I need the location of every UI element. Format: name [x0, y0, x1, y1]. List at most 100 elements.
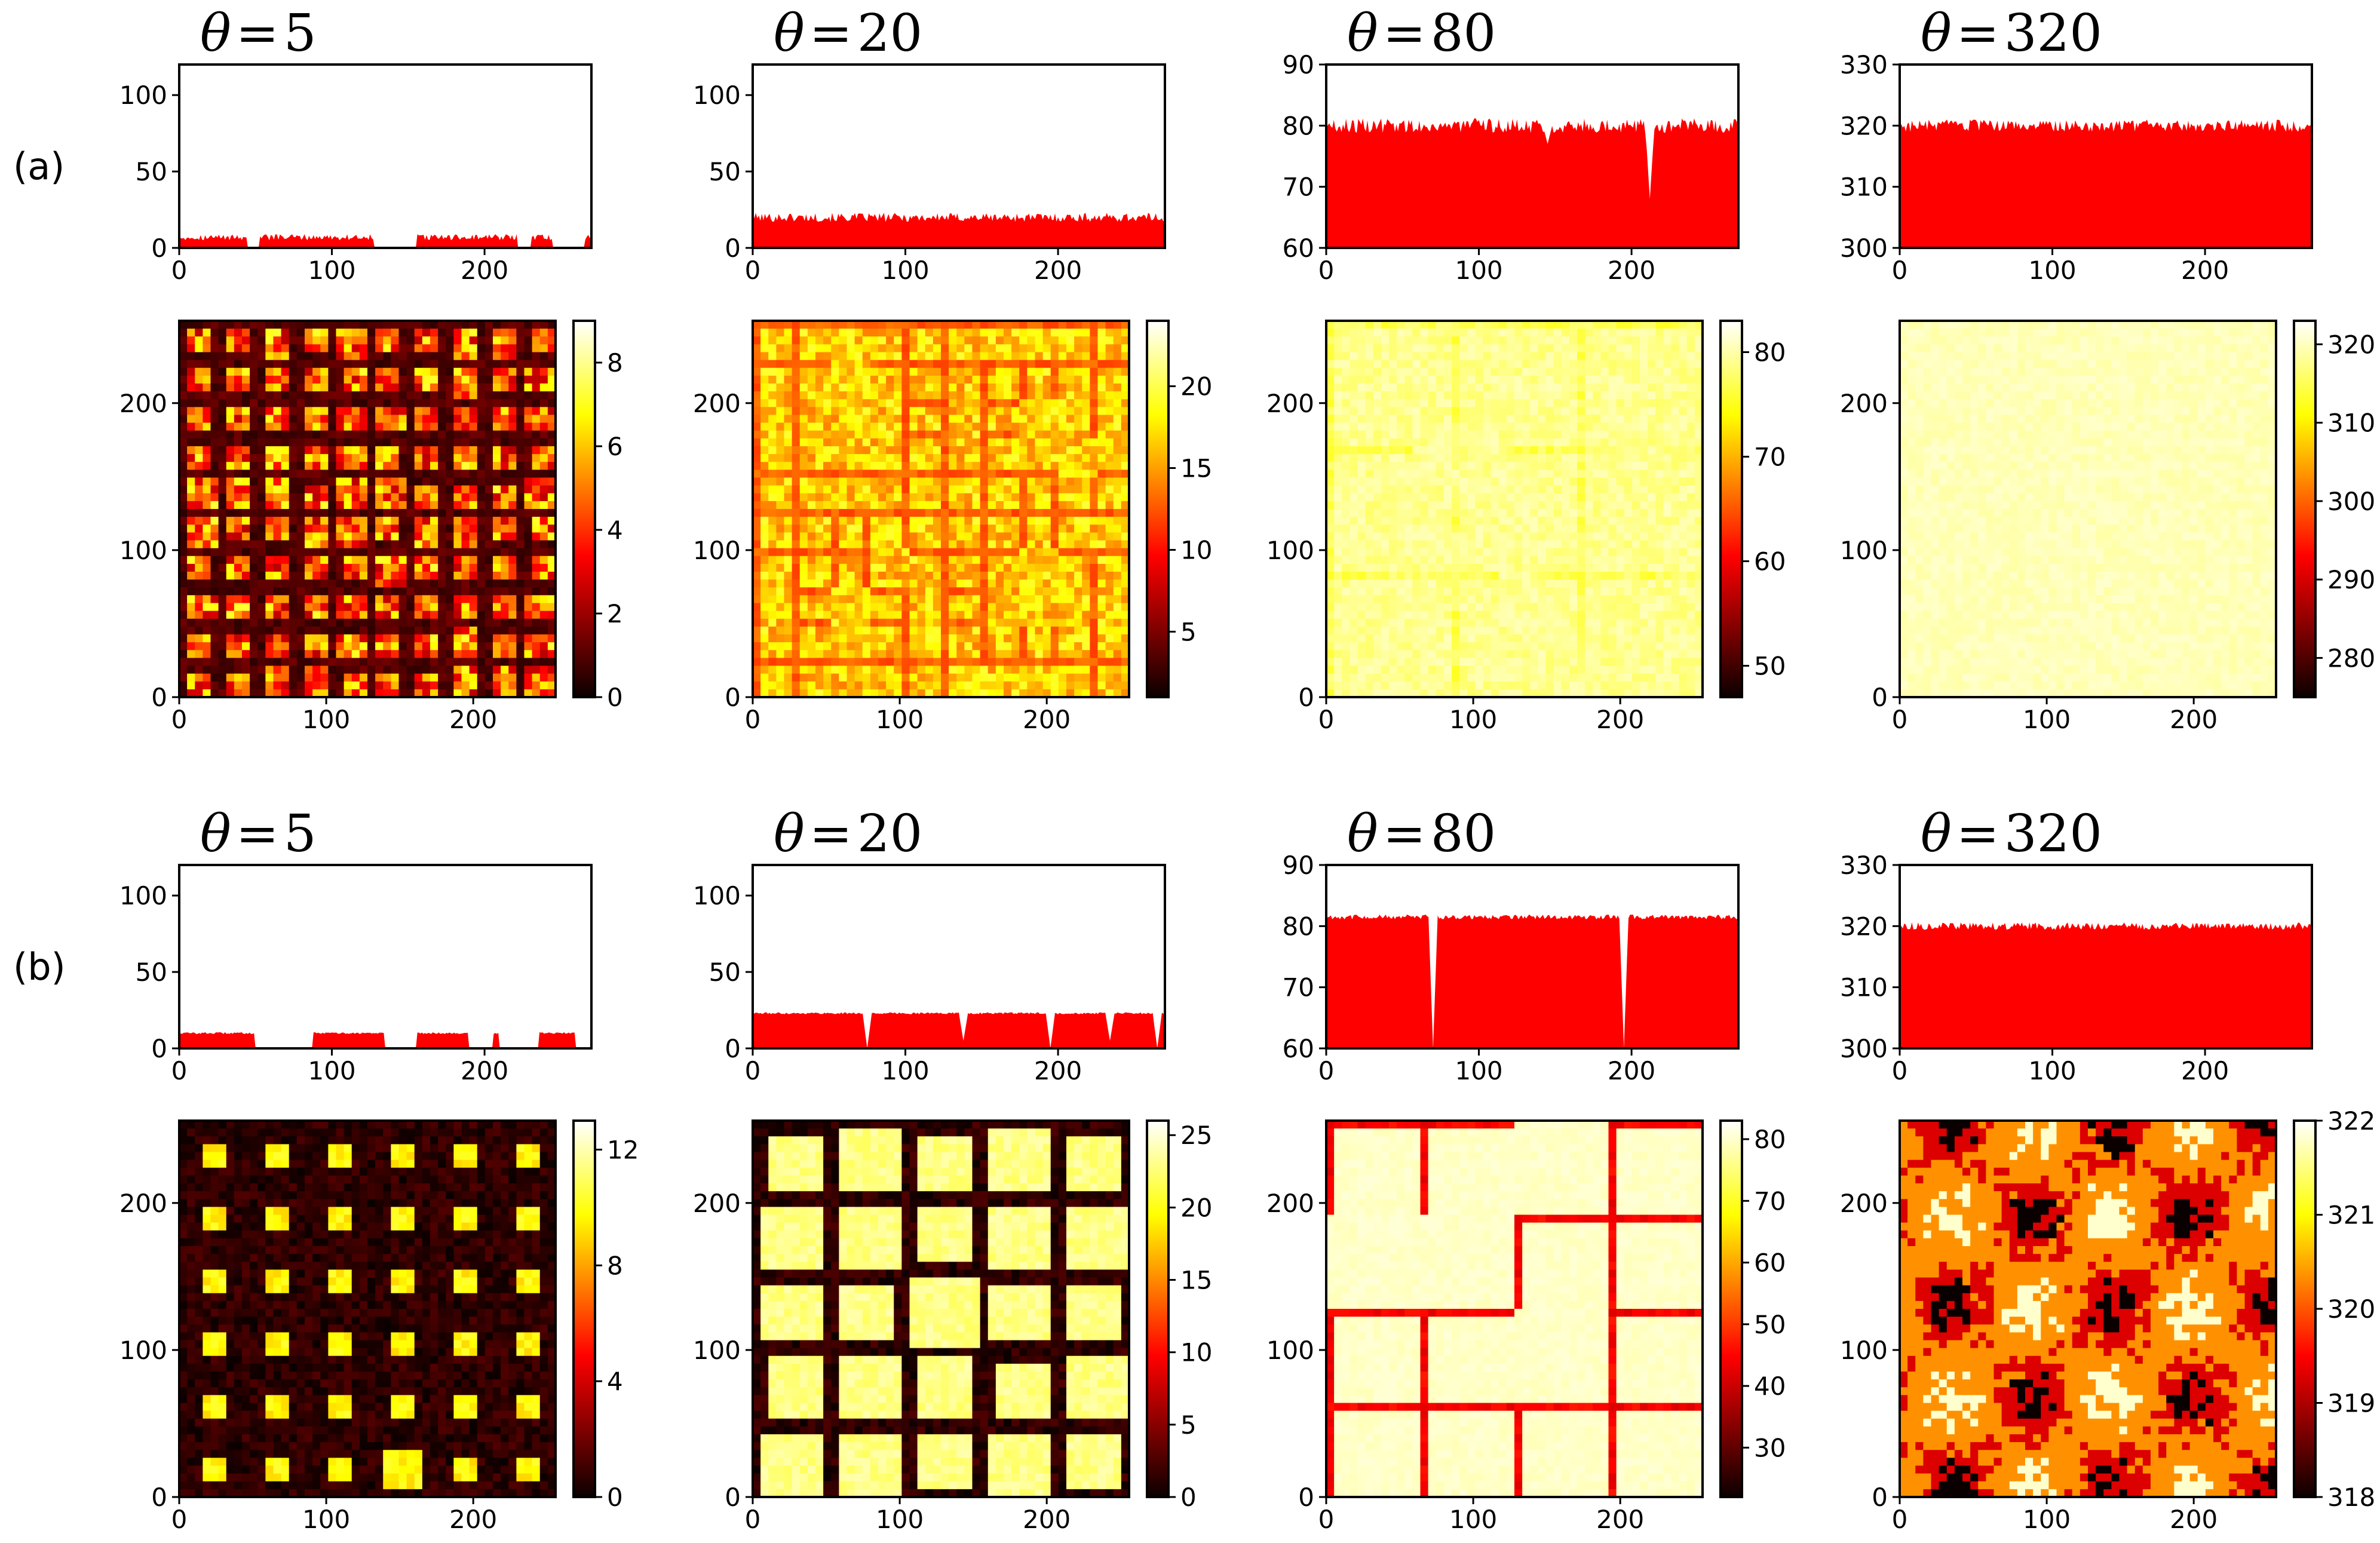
heatmap-cell	[972, 446, 981, 455]
heatmap-cell	[508, 336, 517, 345]
heatmap-cell	[516, 470, 525, 478]
heatmap-cell	[1097, 391, 1106, 400]
heatmap-cell	[1058, 454, 1067, 462]
heatmap-cell	[273, 321, 282, 329]
heatmap-cell	[414, 391, 423, 400]
heatmap-cell	[226, 454, 235, 462]
heatmap-cell	[351, 579, 360, 588]
heatmap-cell	[281, 470, 290, 478]
heatmap-cell	[980, 415, 989, 424]
heatmap-cell	[422, 572, 431, 580]
heatmap-cell	[383, 375, 391, 384]
heatmap-cell	[1679, 321, 1688, 329]
heatmap-cell	[179, 384, 188, 392]
heatmap-cell	[289, 579, 298, 588]
heatmap-cell	[273, 634, 282, 643]
heatmap-cell	[1334, 360, 1342, 369]
heatmap-cell	[539, 352, 548, 361]
heatmap-cell	[296, 673, 305, 682]
heatmap-cell	[257, 548, 266, 557]
heatmap-cell	[964, 415, 973, 424]
heatmap-cell	[453, 579, 462, 588]
heatmap-cell	[1050, 618, 1059, 627]
heatmap-cell	[501, 681, 509, 690]
heatmap-cell	[1019, 501, 1028, 510]
heatmap-cell	[1082, 321, 1090, 329]
heatmap-cell	[446, 572, 454, 580]
heatmap-cell	[1631, 336, 1640, 345]
heatmap-cell	[1066, 422, 1075, 431]
heatmap-cell	[343, 579, 352, 588]
heatmap-cell	[524, 611, 533, 619]
heatmap-cell	[359, 626, 368, 635]
heatmap-cell	[839, 658, 848, 667]
heatmap-cell	[524, 548, 533, 557]
heatmap-cell	[210, 626, 219, 635]
heatmap-cell	[501, 540, 509, 549]
heatmap-cell	[484, 673, 493, 682]
heatmap-cell	[524, 367, 533, 376]
heatmap-cell	[273, 658, 282, 667]
heatmap-cell	[909, 634, 918, 643]
heatmap-cell	[933, 360, 941, 369]
heatmap-cell	[234, 673, 243, 682]
heatmap-cell	[477, 422, 486, 431]
heatmap-cell	[532, 532, 541, 541]
heatmap-cell	[391, 650, 400, 658]
heatmap-cell	[406, 321, 415, 329]
heatmap-cell	[1357, 352, 1366, 361]
heatmap-cell	[250, 509, 258, 517]
heatmap-cell	[446, 336, 454, 345]
heatmap-cell	[343, 509, 352, 517]
heatmap-cell	[250, 689, 258, 698]
heatmap-cell	[1058, 642, 1067, 651]
heatmap-cell	[501, 517, 509, 525]
heatmap-cell	[1655, 352, 1664, 361]
heatmap-cell	[296, 375, 305, 384]
heatmap-cell	[894, 587, 902, 596]
heatmap-cell	[438, 681, 446, 690]
heatmap-cell	[532, 681, 541, 690]
heatmap-cell	[218, 415, 227, 424]
heatmap-cell	[949, 524, 957, 533]
heatmap-cell	[414, 438, 423, 447]
heatmap-cell	[391, 658, 400, 667]
heatmap-cell	[815, 540, 824, 549]
heatmap-cell	[210, 493, 219, 502]
heatmap-cell	[1066, 407, 1075, 416]
heatmap-cell	[1011, 563, 1020, 572]
heatmap-cell	[226, 367, 235, 376]
heatmap-cell	[273, 603, 282, 612]
heatmap-cell	[1097, 438, 1106, 447]
heatmap-cell	[941, 470, 949, 478]
heatmap-cell	[1019, 415, 1028, 424]
heatmap-cell	[203, 501, 211, 510]
heatmap-cell	[210, 446, 219, 455]
heatmap-cell	[273, 626, 282, 635]
heatmap-cell	[1113, 658, 1122, 667]
heatmap-cell	[1506, 344, 1515, 353]
heatmap-cell	[281, 391, 290, 400]
heatmap-cell	[375, 454, 384, 462]
heatmap-cell	[995, 462, 1004, 470]
heatmap-cell	[941, 517, 949, 525]
heatmap-cell	[1334, 344, 1342, 353]
heatmap-cell	[328, 391, 337, 400]
heatmap-cell	[972, 673, 981, 682]
heatmap-cell	[375, 509, 384, 517]
heatmap-cell	[375, 595, 384, 604]
heatmap-cell	[894, 422, 902, 431]
heatmap-cell	[854, 485, 863, 494]
heatmap-cell	[430, 430, 438, 439]
heatmap-cell	[328, 360, 337, 369]
heatmap-cell	[807, 446, 816, 455]
heatmap-cell	[894, 689, 902, 698]
heatmap-cell	[1686, 352, 1695, 361]
heatmap-cell	[847, 642, 855, 651]
heatmap-cell	[383, 681, 391, 690]
heatmap-cell	[799, 650, 808, 658]
heatmap-cell	[1655, 336, 1664, 345]
heatmap-cell	[792, 462, 801, 470]
heatmap-cell	[343, 563, 352, 572]
heatmap-cell	[226, 579, 235, 588]
